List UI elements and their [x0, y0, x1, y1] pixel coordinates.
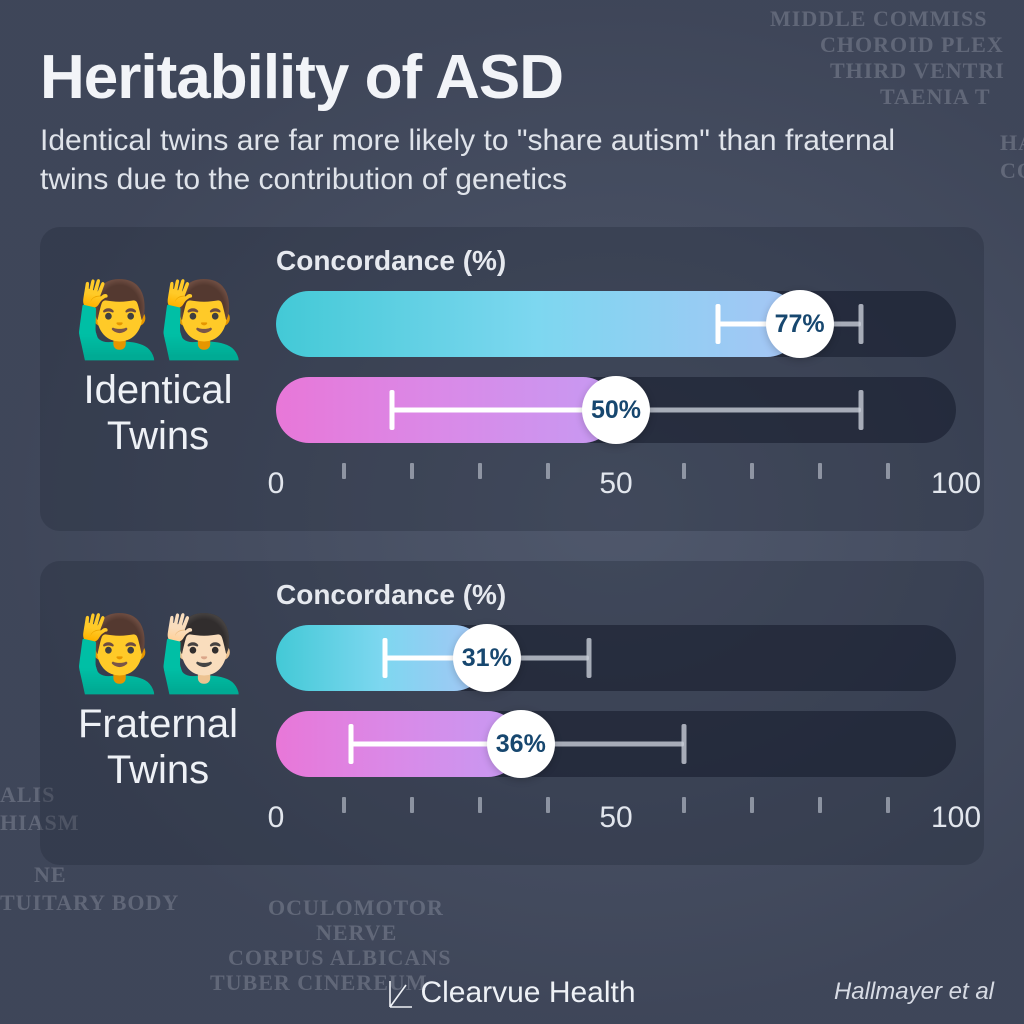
axis-tick — [478, 463, 482, 479]
axis-label: 100 — [931, 467, 981, 501]
value-bubble: 50% — [582, 376, 650, 444]
bar-track: 77% — [276, 291, 956, 357]
axis-tick — [886, 797, 890, 813]
axis-tick — [750, 797, 754, 813]
panel-right: Concordance (%) 31% 36% 050100 — [276, 579, 956, 841]
axis-title: Concordance (%) — [276, 579, 956, 611]
ci-cap-high — [858, 390, 863, 430]
axis-tick — [546, 797, 550, 813]
ci-cap-low — [389, 390, 394, 430]
bar-track: 36% — [276, 711, 956, 777]
value-bubble: 77% — [766, 290, 834, 358]
bar-track: 31% — [276, 625, 956, 691]
ci-cap-high — [858, 304, 863, 344]
axis-label: 0 — [268, 467, 285, 501]
axis-label: 100 — [931, 801, 981, 835]
axis-label: 0 — [268, 801, 285, 835]
content-wrapper: Heritability of ASD Identical twins are … — [0, 0, 1024, 1024]
twin-emoji-icon: 🙋‍♂️🙋‍♂️ — [74, 283, 242, 357]
axis-tick — [410, 463, 414, 479]
axis-tick — [886, 463, 890, 479]
value-bubble: 31% — [453, 624, 521, 692]
axis-tick — [682, 797, 686, 813]
group-label: IdenticalTwins — [84, 367, 233, 459]
panel-left: 🙋‍♂️🙋‍♂️ IdenticalTwins — [58, 245, 258, 507]
bar-area: 31% 36% 050100 — [276, 625, 956, 841]
group-label: FraternalTwins — [78, 701, 238, 793]
ci-cap-low — [382, 638, 387, 678]
citation-text: Hallmayer et al — [834, 978, 994, 1006]
bar-track: 50% — [276, 377, 956, 443]
axis-tick — [682, 463, 686, 479]
ci-cap-low — [716, 304, 721, 344]
page-title: Heritability of ASD — [40, 42, 984, 113]
axis-tick — [342, 463, 346, 479]
twin-emoji-icon: 🙋‍♂️🙋🏻‍♂️ — [74, 617, 242, 691]
footer-brand-text: Clearvue Health — [420, 976, 635, 1009]
axis-label: 50 — [599, 801, 632, 835]
chart-panel: 🙋‍♂️🙋🏻‍♂️ FraternalTwins Concordance (%) 31… — [40, 561, 984, 865]
axis-tick — [546, 463, 550, 479]
value-bubble: 36% — [487, 710, 555, 778]
axis-tick — [750, 463, 754, 479]
brand-logo-icon — [388, 979, 414, 1009]
panel-left: 🙋‍♂️🙋🏻‍♂️ FraternalTwins — [58, 579, 258, 841]
bar-area: 77% 50% 050100 — [276, 291, 956, 507]
x-axis: 050100 — [276, 797, 956, 841]
page-subtitle: Identical twins are far more likely to "… — [40, 121, 920, 199]
axis-label: 50 — [599, 467, 632, 501]
axis-tick — [410, 797, 414, 813]
axis-tick — [478, 797, 482, 813]
axis-tick — [818, 463, 822, 479]
axis-tick — [342, 797, 346, 813]
x-axis: 050100 — [276, 463, 956, 507]
ci-cap-high — [586, 638, 591, 678]
panel-right: Concordance (%) 77% 50% 050100 — [276, 245, 956, 507]
chart-panel: 🙋‍♂️🙋‍♂️ IdenticalTwins Concordance (%) 77%… — [40, 227, 984, 531]
ci-line-upper — [616, 408, 861, 413]
ci-cap-high — [682, 724, 687, 764]
ci-cap-low — [348, 724, 353, 764]
axis-tick — [818, 797, 822, 813]
axis-title: Concordance (%) — [276, 245, 956, 277]
